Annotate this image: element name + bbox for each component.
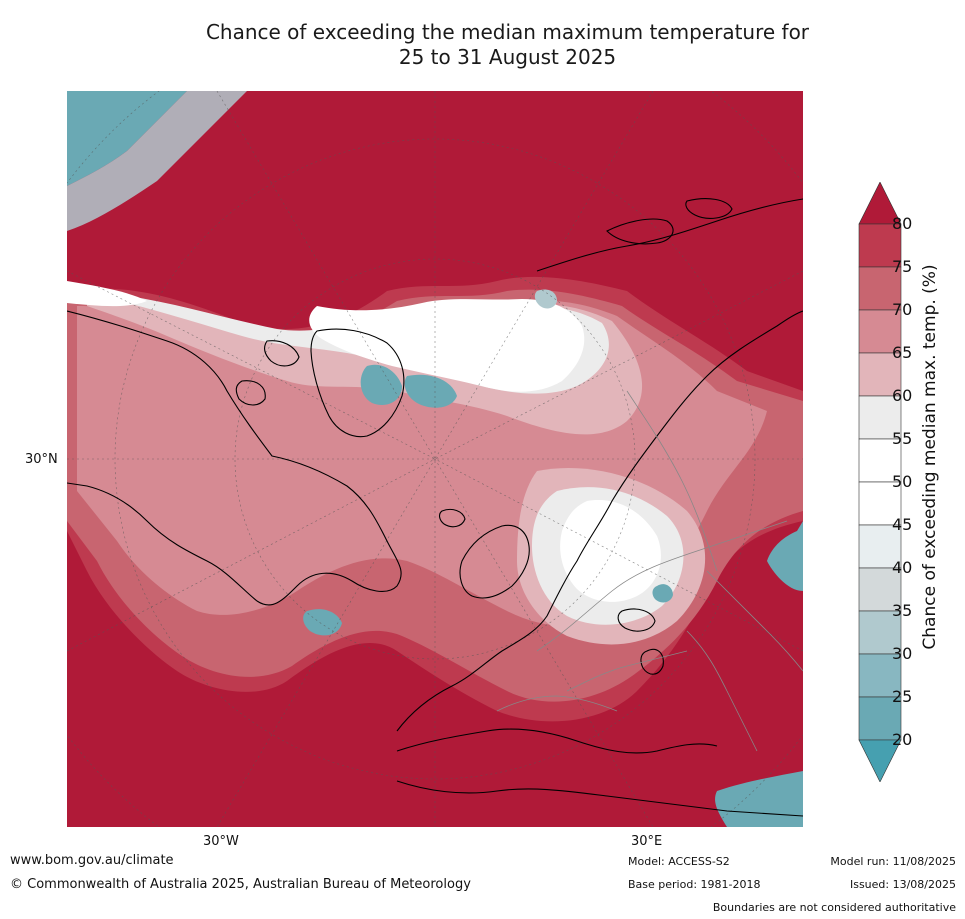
coastlines [67, 198, 803, 817]
colorbar-tick-20: 20 [892, 730, 913, 749]
footer-model-run: Model run: 11/08/2025 [830, 855, 956, 868]
colorbar-tick-80: 80 [892, 214, 913, 233]
footer-disclaimer: Boundaries are not considered authoritat… [712, 901, 956, 914]
colorbar-tick-25: 25 [892, 687, 913, 706]
colorbar-swatch-70-75 [858, 266, 902, 311]
colorbar-tick-70: 70 [892, 300, 913, 319]
footer-base-period: Base period: 1981-2018 [628, 878, 761, 891]
colorbar-swatch-20-25 [858, 696, 902, 741]
colorbar-tick-50: 50 [892, 472, 913, 491]
title-line-2: 25 to 31 August 2025 [398, 45, 617, 69]
colorbar-swatch-30-35 [858, 610, 902, 655]
title-line-1: Chance of exceeding the median maximum t… [205, 20, 810, 44]
colorbar-swatch-below-20 [858, 739, 902, 783]
footer-model: Model: ACCESS-S2 [628, 855, 730, 868]
colorbar-tick-60: 60 [892, 386, 913, 405]
colorbar-title-text: Chance of exceeding median max. temp. (%… [920, 264, 940, 650]
probability-band-20 [67, 91, 803, 827]
colorbar-swatch-50-55 [858, 438, 902, 483]
colorbar-tick-55: 55 [892, 429, 913, 448]
colorbar-swatch-75-80 [858, 223, 902, 268]
colorbar-tick-45: 45 [892, 515, 913, 534]
lat-label-30n: 30°N [25, 452, 58, 467]
colorbar-tick-40: 40 [892, 558, 913, 577]
lon-label-30w: 30°W [203, 834, 239, 849]
colorbar-tick-30: 30 [892, 644, 913, 663]
map-title: Chance of exceeding the median maximum t… [0, 20, 965, 70]
footer-website: www.bom.gov.au/climate [10, 853, 174, 868]
graticule [67, 91, 803, 827]
colorbar-swatch-45-50 [858, 481, 902, 526]
probability-band-30 [67, 91, 557, 309]
probability-band-50 [67, 281, 661, 602]
footer-issued: Issued: 13/08/2025 [849, 878, 956, 891]
country-boundaries [496, 390, 803, 752]
lon-label-30e: 30°E [631, 834, 663, 849]
footer-copyright: © Commonwealth of Australia 2025, Austra… [10, 877, 471, 892]
forecast-map [67, 91, 803, 827]
colorbar-swatch-40-45 [858, 524, 902, 569]
map-graphic [67, 91, 803, 827]
colorbar-swatch-35-40 [858, 567, 902, 612]
colorbar-tick-35: 35 [892, 601, 913, 620]
colorbar-tick-75: 75 [892, 257, 913, 276]
colorbar [855, 181, 905, 783]
colorbar-graphic [858, 181, 902, 783]
colorbar-tick-65: 65 [892, 343, 913, 362]
